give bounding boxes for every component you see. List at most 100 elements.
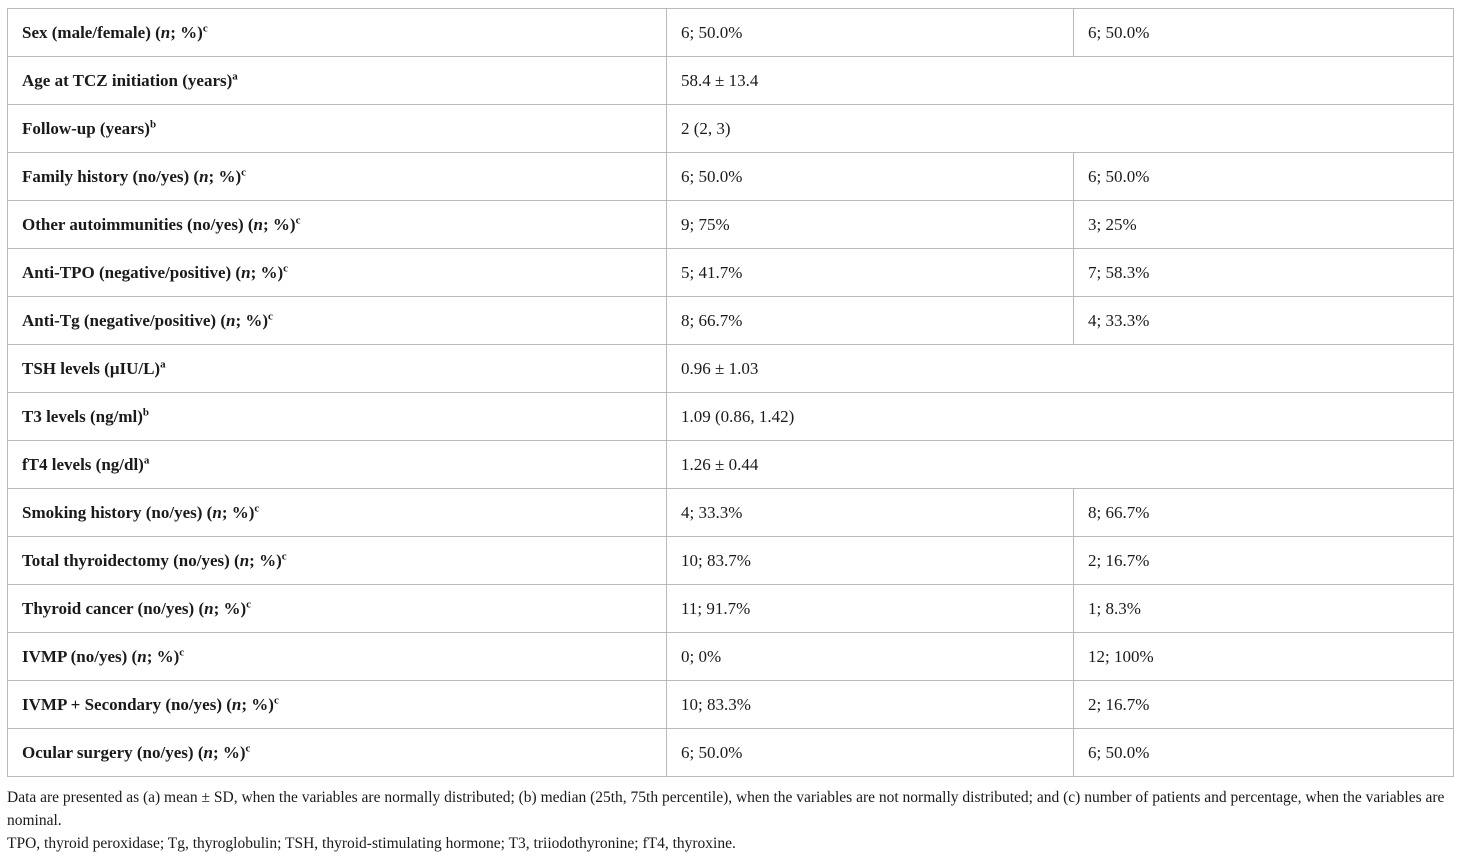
footnote-marker: c — [268, 309, 273, 322]
variable-label: fT4 levels (ng/dl) — [22, 454, 144, 474]
table-row: Total thyroidectomy (no/yes) (n; %)c 10; … — [7, 536, 1454, 585]
value-cell: 6; 50.0% — [666, 8, 1074, 57]
variable-unit-tail: ; %) — [249, 550, 282, 570]
value-cell: 58.4 ± 13.4 — [666, 56, 1454, 105]
variable-cell: T3 levels (ng/ml)b — [7, 392, 667, 441]
variable-cell: fT4 levels (ng/dl)a — [7, 440, 667, 489]
value-cell: 7; 58.3% — [1073, 248, 1454, 297]
variable-label: Family history (no/yes) — [22, 166, 190, 186]
variable-cell: Ocular surgery (no/yes) (n; %)c — [7, 728, 667, 777]
variable-unit-tail: ; %) — [146, 646, 180, 666]
table-row: Age at TCZ initiation (years)a 58.4 ± 13.… — [7, 56, 1454, 105]
footnote-marker: c — [283, 261, 289, 274]
variable-cell: IVMP + Secondary (no/yes) (n; %)c — [7, 680, 667, 729]
variable-cell: TSH levels (μIU/L)a — [7, 344, 667, 393]
n-symbol: n — [160, 22, 171, 42]
value-cell: 6; 50.0% — [1073, 728, 1454, 777]
variable-unit-tail: ; %) — [212, 742, 246, 762]
table-row: Smoking history (no/yes) (n; %)c 4; 33.3%… — [7, 488, 1454, 537]
table-row: Thyroid cancer (no/yes) (n; %)c 11; 91.7%… — [7, 584, 1454, 633]
variable-cell: Age at TCZ initiation (years)a — [7, 56, 667, 105]
characteristics-table: Sex (male/female) (n; %)c 6; 50.0% 6; 50.0… — [7, 8, 1454, 777]
footnote-abbreviations-stats: Data are presented as (a) mean ± SD, whe… — [7, 789, 1445, 829]
variable-label: Anti-TPO (negative/positive) — [22, 262, 232, 282]
footnote-abbreviations-terms: TPO, thyroid peroxidase; Tg, thyroglobul… — [7, 835, 736, 852]
n-symbol: n — [137, 646, 147, 666]
value-cell: 1; 8.3% — [1073, 584, 1454, 633]
footnote-marker: c — [246, 597, 252, 610]
n-symbol: n — [239, 550, 250, 570]
variable-cell: Smoking history (no/yes) (n; %)c — [7, 488, 667, 537]
variable-label: Smoking history (no/yes) — [22, 502, 203, 522]
footnote-marker: c — [179, 645, 185, 658]
footnote-marker: c — [281, 549, 287, 562]
variable-label: Total thyroidectomy (no/yes) — [22, 550, 230, 570]
variable-label: T3 levels (ng/ml) — [22, 406, 143, 426]
table-row: Ocular surgery (no/yes) (n; %)c 6; 50.0% 6… — [7, 728, 1454, 777]
n-symbol: n — [199, 166, 209, 186]
value-cell: 10; 83.3% — [666, 680, 1074, 729]
value-cell: 0.96 ± 1.03 — [666, 344, 1454, 393]
value-cell: 8; 66.7% — [666, 296, 1074, 345]
n-symbol: n — [203, 742, 213, 762]
table-row: IVMP + Secondary (no/yes) (n; %)c 10; 83.… — [7, 680, 1454, 729]
value-cell: 2 (2, 3) — [666, 104, 1454, 153]
table-row: T3 levels (ng/ml)b 1.09 (0.86, 1.42) — [7, 392, 1454, 441]
table-footnotes: Data are presented as (a) mean ± SD, whe… — [7, 786, 1453, 855]
n-symbol: n — [231, 694, 242, 714]
table-row: Family history (no/yes) (n; %)c 6; 50.0% 6… — [7, 152, 1454, 201]
footnote-marker: b — [142, 405, 150, 418]
value-cell: 6; 50.0% — [666, 728, 1074, 777]
variable-cell: Thyroid cancer (no/yes) (n; %)c — [7, 584, 667, 633]
value-cell: 4; 33.3% — [1073, 296, 1454, 345]
n-symbol: n — [212, 502, 222, 522]
value-cell: 5; 41.7% — [666, 248, 1074, 297]
variable-cell: Other autoimmunities (no/yes) (n; %)c — [7, 200, 667, 249]
value-cell: 2; 16.7% — [1073, 536, 1454, 585]
variable-cell: Anti-Tg (negative/positive) (n; %)c — [7, 296, 667, 345]
variable-unit-tail: ; %) — [235, 310, 269, 330]
n-symbol: n — [204, 598, 214, 618]
footnote-marker: c — [273, 693, 279, 706]
value-cell: 6; 50.0% — [666, 152, 1074, 201]
variable-unit-tail: ; %) — [213, 598, 247, 618]
variable-label: Ocular surgery (no/yes) — [22, 742, 194, 762]
variable-label: Other autoimmunities (no/yes) — [22, 214, 244, 234]
value-cell: 12; 100% — [1073, 632, 1454, 681]
n-symbol: n — [226, 310, 236, 330]
value-cell: 6; 50.0% — [1073, 8, 1454, 57]
variable-label: TSH levels (μIU/L) — [22, 358, 161, 378]
value-cell: 11; 91.7% — [666, 584, 1074, 633]
footnote-marker: a — [232, 69, 238, 82]
variable-label: Sex (male/female) — [22, 22, 151, 42]
footnote-marker: b — [149, 117, 157, 130]
variable-unit-tail: ; %) — [208, 166, 242, 186]
variable-unit-tail: ; %) — [170, 22, 203, 42]
value-cell: 1.09 (0.86, 1.42) — [666, 392, 1454, 441]
variable-cell: IVMP (no/yes) (n; %)c — [7, 632, 667, 681]
n-symbol: n — [253, 214, 264, 234]
variable-cell: Total thyroidectomy (no/yes) (n; %)c — [7, 536, 667, 585]
value-cell: 1.26 ± 0.44 — [666, 440, 1454, 489]
value-cell: 0; 0% — [666, 632, 1074, 681]
variable-label: Anti-Tg (negative/positive) — [22, 310, 217, 330]
variable-label: Thyroid cancer (no/yes) — [22, 598, 195, 618]
value-cell: 6; 50.0% — [1073, 152, 1454, 201]
value-cell: 10; 83.7% — [666, 536, 1074, 585]
value-cell: 2; 16.7% — [1073, 680, 1454, 729]
variable-unit-tail: ; %) — [250, 262, 284, 282]
n-symbol: n — [241, 262, 251, 282]
value-cell: 9; 75% — [666, 200, 1074, 249]
table-row: Sex (male/female) (n; %)c 6; 50.0% 6; 50.0… — [7, 8, 1454, 57]
value-cell: 3; 25% — [1073, 200, 1454, 249]
table-row: fT4 levels (ng/dl)a 1.26 ± 0.44 — [7, 440, 1454, 489]
table-row: IVMP (no/yes) (n; %)c 0; 0% 12; 100% — [7, 632, 1454, 681]
footnote-marker: c — [245, 741, 251, 754]
variable-unit-tail: ; %) — [263, 214, 296, 234]
footnote-marker: c — [202, 21, 208, 34]
table-row: Anti-TPO (negative/positive) (n; %)c 5; 4… — [7, 248, 1454, 297]
footnote-marker: c — [295, 213, 301, 226]
variable-label: Age at TCZ initiation (years) — [22, 70, 233, 90]
variable-cell: Family history (no/yes) (n; %)c — [7, 152, 667, 201]
table-body: Sex (male/female) (n; %)c 6; 50.0% 6; 50.0… — [7, 8, 1454, 777]
